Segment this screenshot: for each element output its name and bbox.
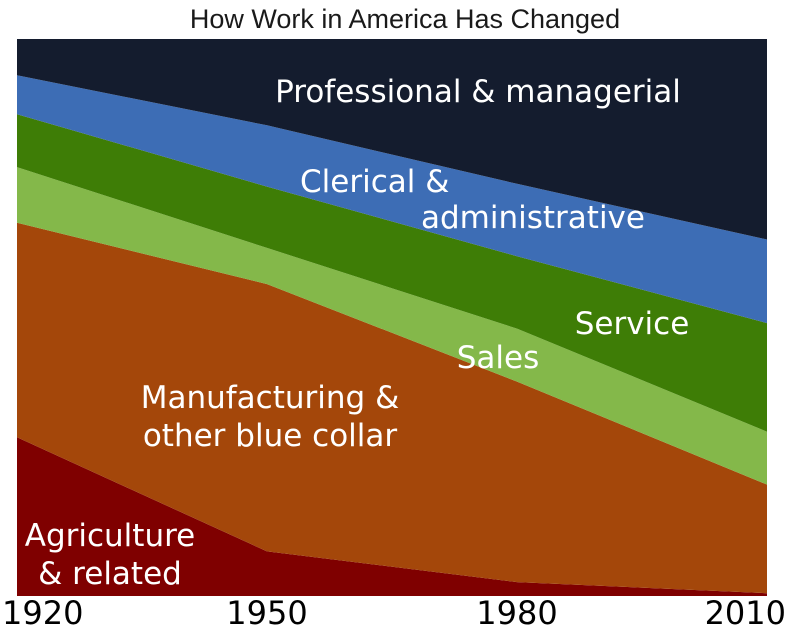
label-line: & related [38,556,182,592]
label-clerical-administrative: Clerical & administrative [300,164,645,236]
label-professional-managerial: Professional & managerial [275,74,681,110]
label-manufacturing-other-blue-collar: Manufacturing & other blue collar [141,380,400,454]
series-labels: Agriculture & related Manufacturing & other… [25,74,690,592]
label-line: other blue collar [143,418,398,454]
area-professional-managerial [17,39,767,240]
label-line: Agriculture [25,518,196,554]
label-line: Manufacturing & [141,380,400,416]
label-line: Sales [457,340,540,376]
label-sales: Sales [457,340,540,376]
label-line: Clerical & [300,164,449,200]
area-clerical-administrative [17,75,767,324]
area-service [17,114,767,432]
label-line: administrative [421,200,645,236]
area-agriculture-related [17,437,767,596]
label-line: Service [575,306,690,342]
x-axis-ticks: 1920 1950 1980 2010 [2,594,786,630]
area-sales [17,167,767,485]
area-manufacturing-other-blue-collar [17,222,767,594]
label-agriculture-related: Agriculture & related [25,518,196,592]
x-tick-label: 1950 [226,594,307,630]
x-tick-label: 1980 [476,594,557,630]
x-tick-label: 2010 [705,594,786,630]
label-service: Service [575,306,690,342]
label-line: Professional & managerial [275,74,681,110]
chart-title: How Work in America Has Changed [190,4,620,34]
area-layers [17,39,767,596]
x-tick-label: 1920 [2,594,83,630]
